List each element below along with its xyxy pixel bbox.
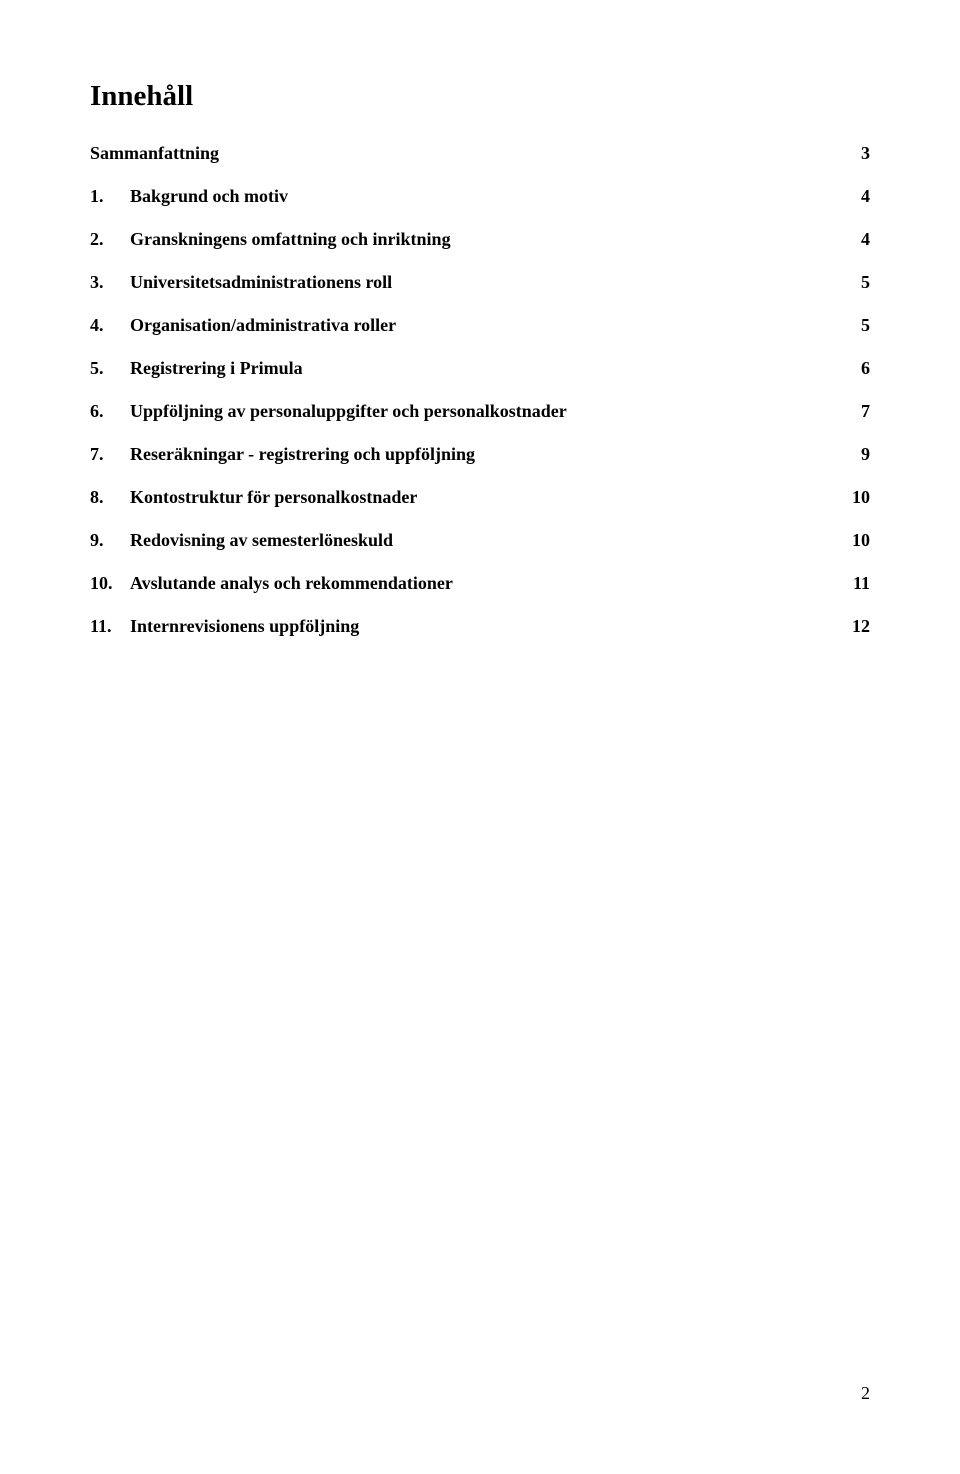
toc-number: 10. [90, 573, 130, 594]
toc-label: Kontostruktur för personalkostnader [130, 487, 417, 508]
toc-number: 1. [90, 186, 130, 207]
toc-number: 9. [90, 530, 130, 551]
toc-page: 9 [846, 444, 870, 465]
toc-row: 5. Registrering i Primula 6 [90, 358, 870, 379]
toc-page: 3 [846, 143, 870, 164]
toc-label: Avslutande analys och rekommendationer [130, 573, 453, 594]
toc-number: 2. [90, 229, 130, 250]
toc-label: Universitetsadministrationens roll [130, 272, 392, 293]
toc-page: 5 [846, 272, 870, 293]
toc-row: 2. Granskningens omfattning och inriktni… [90, 229, 870, 250]
toc-row: Sammanfattning 3 [90, 143, 870, 164]
toc-page: 12 [846, 616, 870, 637]
toc-number: 7. [90, 444, 130, 465]
toc-number: 8. [90, 487, 130, 508]
toc-number: 11. [90, 616, 130, 637]
toc-label: Uppföljning av personaluppgifter och per… [130, 401, 567, 422]
toc-row: 10. Avslutande analys och rekommendation… [90, 573, 870, 594]
toc-page: 10 [846, 487, 870, 508]
toc-row: 11. Internrevisionens uppföljning 12 [90, 616, 870, 637]
toc-row: 3. Universitetsadministrationens roll 5 [90, 272, 870, 293]
toc-row: 8. Kontostruktur för personalkostnader 1… [90, 487, 870, 508]
toc-number: 6. [90, 401, 130, 422]
toc-page: 7 [846, 401, 870, 422]
toc-label: Internrevisionens uppföljning [130, 616, 359, 637]
page-number: 2 [861, 1383, 870, 1404]
page-title: Innehåll [90, 80, 870, 113]
toc-label: Bakgrund och motiv [130, 186, 288, 207]
toc-page: 10 [846, 530, 870, 551]
toc-number: 5. [90, 358, 130, 379]
toc-label: Sammanfattning [90, 143, 219, 164]
toc-label: Redovisning av semesterlöneskuld [130, 530, 393, 551]
toc-row: 7. Reseräkningar - registrering och uppf… [90, 444, 870, 465]
toc-page: 4 [846, 186, 870, 207]
toc-row: 1. Bakgrund och motiv 4 [90, 186, 870, 207]
toc-page: 11 [846, 573, 870, 594]
toc-label: Reseräkningar - registrering och uppfölj… [130, 444, 475, 465]
toc-label: Organisation/administrativa roller [130, 315, 396, 336]
toc-page: 5 [846, 315, 870, 336]
toc-label: Registrering i Primula [130, 358, 303, 379]
toc-row: 6. Uppföljning av personaluppgifter och … [90, 401, 870, 422]
toc-number: 3. [90, 272, 130, 293]
toc-row: 4. Organisation/administrativa roller 5 [90, 315, 870, 336]
toc-page: 6 [846, 358, 870, 379]
table-of-contents: Sammanfattning 3 1. Bakgrund och motiv 4… [90, 143, 870, 637]
toc-label: Granskningens omfattning och inriktning [130, 229, 451, 250]
toc-row: 9. Redovisning av semesterlöneskuld 10 [90, 530, 870, 551]
toc-page: 4 [846, 229, 870, 250]
toc-number: 4. [90, 315, 130, 336]
